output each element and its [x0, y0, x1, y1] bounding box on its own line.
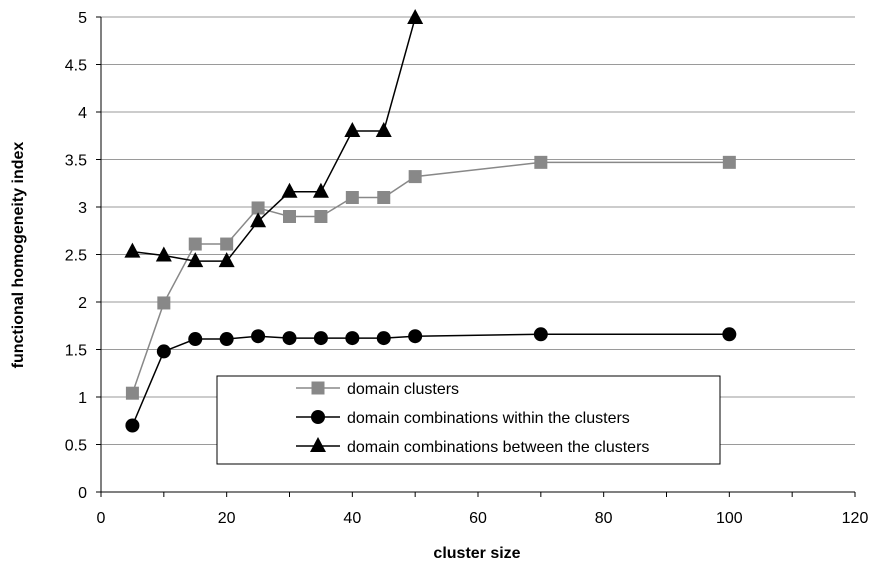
y-tick-label: 4 — [78, 105, 87, 122]
x-tick-label: 80 — [595, 510, 613, 527]
data-point-triangle — [187, 252, 204, 268]
data-point-triangle — [407, 8, 424, 24]
legend-entry: domain clusters — [296, 381, 459, 398]
axes — [96, 16, 856, 497]
data-point-circle — [408, 329, 423, 344]
data-point-triangle — [344, 122, 361, 137]
x-tick-label: 0 — [97, 510, 106, 527]
legend-label: domain combinations within the clusters — [347, 410, 630, 427]
x-axis-title: cluster size — [433, 545, 520, 562]
y-tick-label: 2 — [78, 295, 87, 312]
y-tick-label: 0 — [78, 485, 87, 502]
data-point-square — [408, 170, 422, 184]
series-line — [132, 17, 416, 262]
x-tick-label: 20 — [218, 510, 236, 527]
data-point-square — [534, 155, 548, 169]
data-point-triangle — [124, 242, 141, 258]
legend-marker-square — [311, 381, 325, 395]
x-tick-label: 120 — [842, 510, 869, 527]
series-triangle — [124, 8, 424, 268]
x-tick-label: 60 — [469, 510, 487, 527]
legend-marker-circle — [311, 410, 325, 424]
data-point-square — [345, 191, 359, 204]
x-tick-labels: 0 20 40 60 80 100 120 — [97, 510, 869, 527]
series-line — [131, 161, 730, 394]
y-axis-title: functional homogeneity index — [10, 142, 27, 369]
data-point-square — [251, 201, 265, 215]
data-point-circle — [219, 332, 234, 347]
data-point-circle — [188, 332, 203, 347]
y-tick-label: 2.5 — [65, 248, 87, 265]
legend-label: domain combinations between the clusters — [347, 439, 649, 456]
y-tick-label: 3.5 — [65, 153, 87, 170]
data-point-triangle — [218, 252, 235, 268]
y-tick-label: 5 — [78, 10, 87, 27]
data-point-triangle — [375, 122, 392, 137]
legend-label: domain clusters — [347, 381, 459, 398]
data-point-circle — [313, 331, 328, 346]
legend: domain clusters domain combinations withi… — [216, 375, 721, 465]
x-tick-label: 40 — [343, 510, 361, 527]
y-tick-labels: 0 0.5 1 1.5 2 2.5 3 3.5 4 4.5 5 — [65, 10, 87, 502]
data-point-square — [157, 296, 171, 310]
legend-box — [216, 375, 721, 465]
data-point-triangle — [312, 182, 329, 198]
legend-entry: domain combinations between the clusters — [296, 437, 649, 456]
data-point-circle — [282, 331, 297, 346]
data-point-circle — [376, 331, 391, 346]
data-point-square — [722, 155, 736, 169]
data-point-square — [314, 210, 328, 223]
data-point-triangle — [250, 212, 267, 228]
x-tick-label: 100 — [716, 510, 743, 527]
legend-entry: domain combinations within the clusters — [296, 410, 630, 427]
y-tick-label: 4.5 — [65, 58, 87, 75]
series-square — [125, 155, 736, 400]
data-point-square — [283, 210, 296, 223]
data-point-square — [220, 237, 234, 251]
data-point-circle — [125, 418, 140, 433]
data-point-circle — [345, 331, 360, 346]
data-point-circle — [156, 344, 171, 359]
data-point-triangle — [281, 182, 298, 198]
data-point-triangle — [155, 246, 172, 262]
data-point-circle — [251, 329, 266, 344]
y-tick-label: 0.5 — [65, 438, 87, 455]
series-group — [124, 8, 737, 433]
y-tick-label: 3 — [78, 200, 87, 217]
data-point-square — [125, 386, 139, 400]
y-tick-label: 1 — [78, 390, 87, 407]
data-point-circle — [722, 327, 737, 342]
data-point-square — [188, 237, 202, 251]
series-circle — [125, 327, 737, 433]
data-point-circle — [533, 327, 548, 342]
y-tick-label: 1.5 — [65, 343, 87, 360]
legend-marker-triangle — [310, 437, 326, 452]
data-point-square — [377, 191, 391, 204]
